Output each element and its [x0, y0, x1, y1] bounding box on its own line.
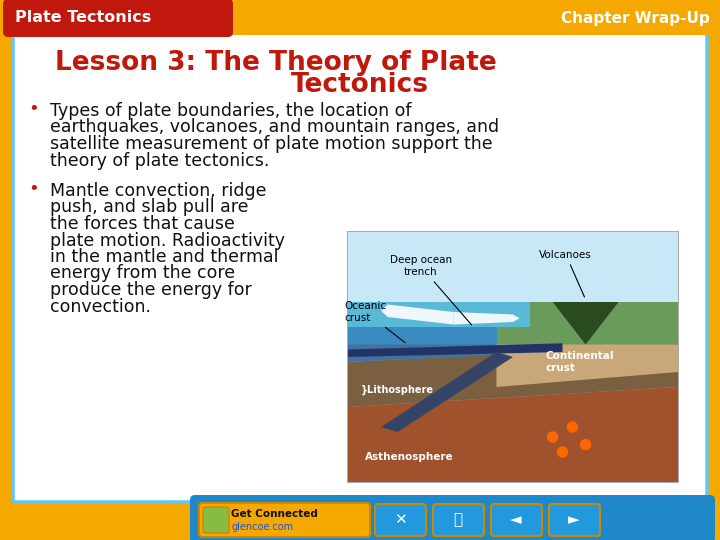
Text: the forces that cause: the forces that cause	[50, 215, 235, 233]
Polygon shape	[348, 345, 562, 362]
Bar	[347, 231, 679, 483]
Text: Volcanoes: Volcanoes	[539, 249, 592, 297]
Text: convection.: convection.	[50, 298, 151, 315]
FancyBboxPatch shape	[190, 495, 715, 540]
FancyBboxPatch shape	[203, 507, 229, 533]
FancyBboxPatch shape	[375, 504, 426, 536]
Text: ⏮: ⏮	[454, 512, 462, 528]
Circle shape	[557, 447, 567, 457]
Text: Asthenosphere: Asthenosphere	[364, 452, 453, 462]
Text: satellite measurement of plate motion support the: satellite measurement of plate motion su…	[50, 135, 492, 153]
Text: •: •	[28, 180, 39, 198]
Text: Plate Tectonics: Plate Tectonics	[15, 10, 151, 25]
Polygon shape	[381, 352, 513, 432]
Text: •: •	[28, 100, 39, 118]
Circle shape	[580, 440, 590, 449]
FancyBboxPatch shape	[433, 504, 484, 536]
Text: energy from the core: energy from the core	[50, 265, 235, 282]
FancyBboxPatch shape	[13, 33, 707, 502]
Text: Oceanic
crust: Oceanic crust	[345, 301, 405, 343]
Text: earthquakes, volcanoes, and mountain ranges, and: earthquakes, volcanoes, and mountain ran…	[50, 118, 499, 137]
FancyBboxPatch shape	[3, 0, 233, 37]
Text: ►: ►	[568, 512, 580, 528]
Text: Get Connected: Get Connected	[231, 509, 318, 519]
Text: Continental
crust: Continental crust	[546, 351, 614, 373]
Text: Types of plate boundaries, the location of: Types of plate boundaries, the location …	[50, 102, 412, 120]
Text: in the mantle and thermal: in the mantle and thermal	[50, 248, 279, 266]
Polygon shape	[348, 387, 678, 482]
Polygon shape	[454, 312, 520, 325]
Polygon shape	[497, 345, 678, 387]
Polygon shape	[348, 302, 529, 345]
Circle shape	[567, 422, 577, 432]
Polygon shape	[348, 302, 529, 327]
Text: Deep ocean
trench: Deep ocean trench	[390, 255, 472, 325]
Text: Lesson 3: The Theory of Plate: Lesson 3: The Theory of Plate	[55, 50, 497, 76]
Text: }Lithosphere: }Lithosphere	[361, 384, 434, 395]
Polygon shape	[348, 345, 678, 407]
Circle shape	[548, 432, 557, 442]
Bar	[348, 232, 678, 302]
Text: ◄: ◄	[510, 512, 522, 528]
Polygon shape	[497, 302, 678, 345]
Text: ✕: ✕	[394, 512, 406, 528]
Text: Tectonics: Tectonics	[291, 72, 429, 98]
Polygon shape	[553, 302, 618, 345]
Text: glencoe.com: glencoe.com	[231, 522, 293, 532]
FancyBboxPatch shape	[549, 504, 600, 536]
Text: plate motion. Radioactivity: plate motion. Radioactivity	[50, 232, 285, 249]
Text: push, and slab pull are: push, and slab pull are	[50, 199, 248, 217]
Polygon shape	[381, 305, 454, 325]
Text: Chapter Wrap-Up: Chapter Wrap-Up	[562, 10, 710, 25]
Text: theory of plate tectonics.: theory of plate tectonics.	[50, 152, 269, 170]
Polygon shape	[348, 343, 562, 357]
FancyBboxPatch shape	[491, 504, 542, 536]
FancyBboxPatch shape	[199, 503, 370, 537]
Bar	[0, 0, 720, 35]
Text: Mantle convection, ridge: Mantle convection, ridge	[50, 182, 266, 200]
Text: produce the energy for: produce the energy for	[50, 281, 252, 299]
